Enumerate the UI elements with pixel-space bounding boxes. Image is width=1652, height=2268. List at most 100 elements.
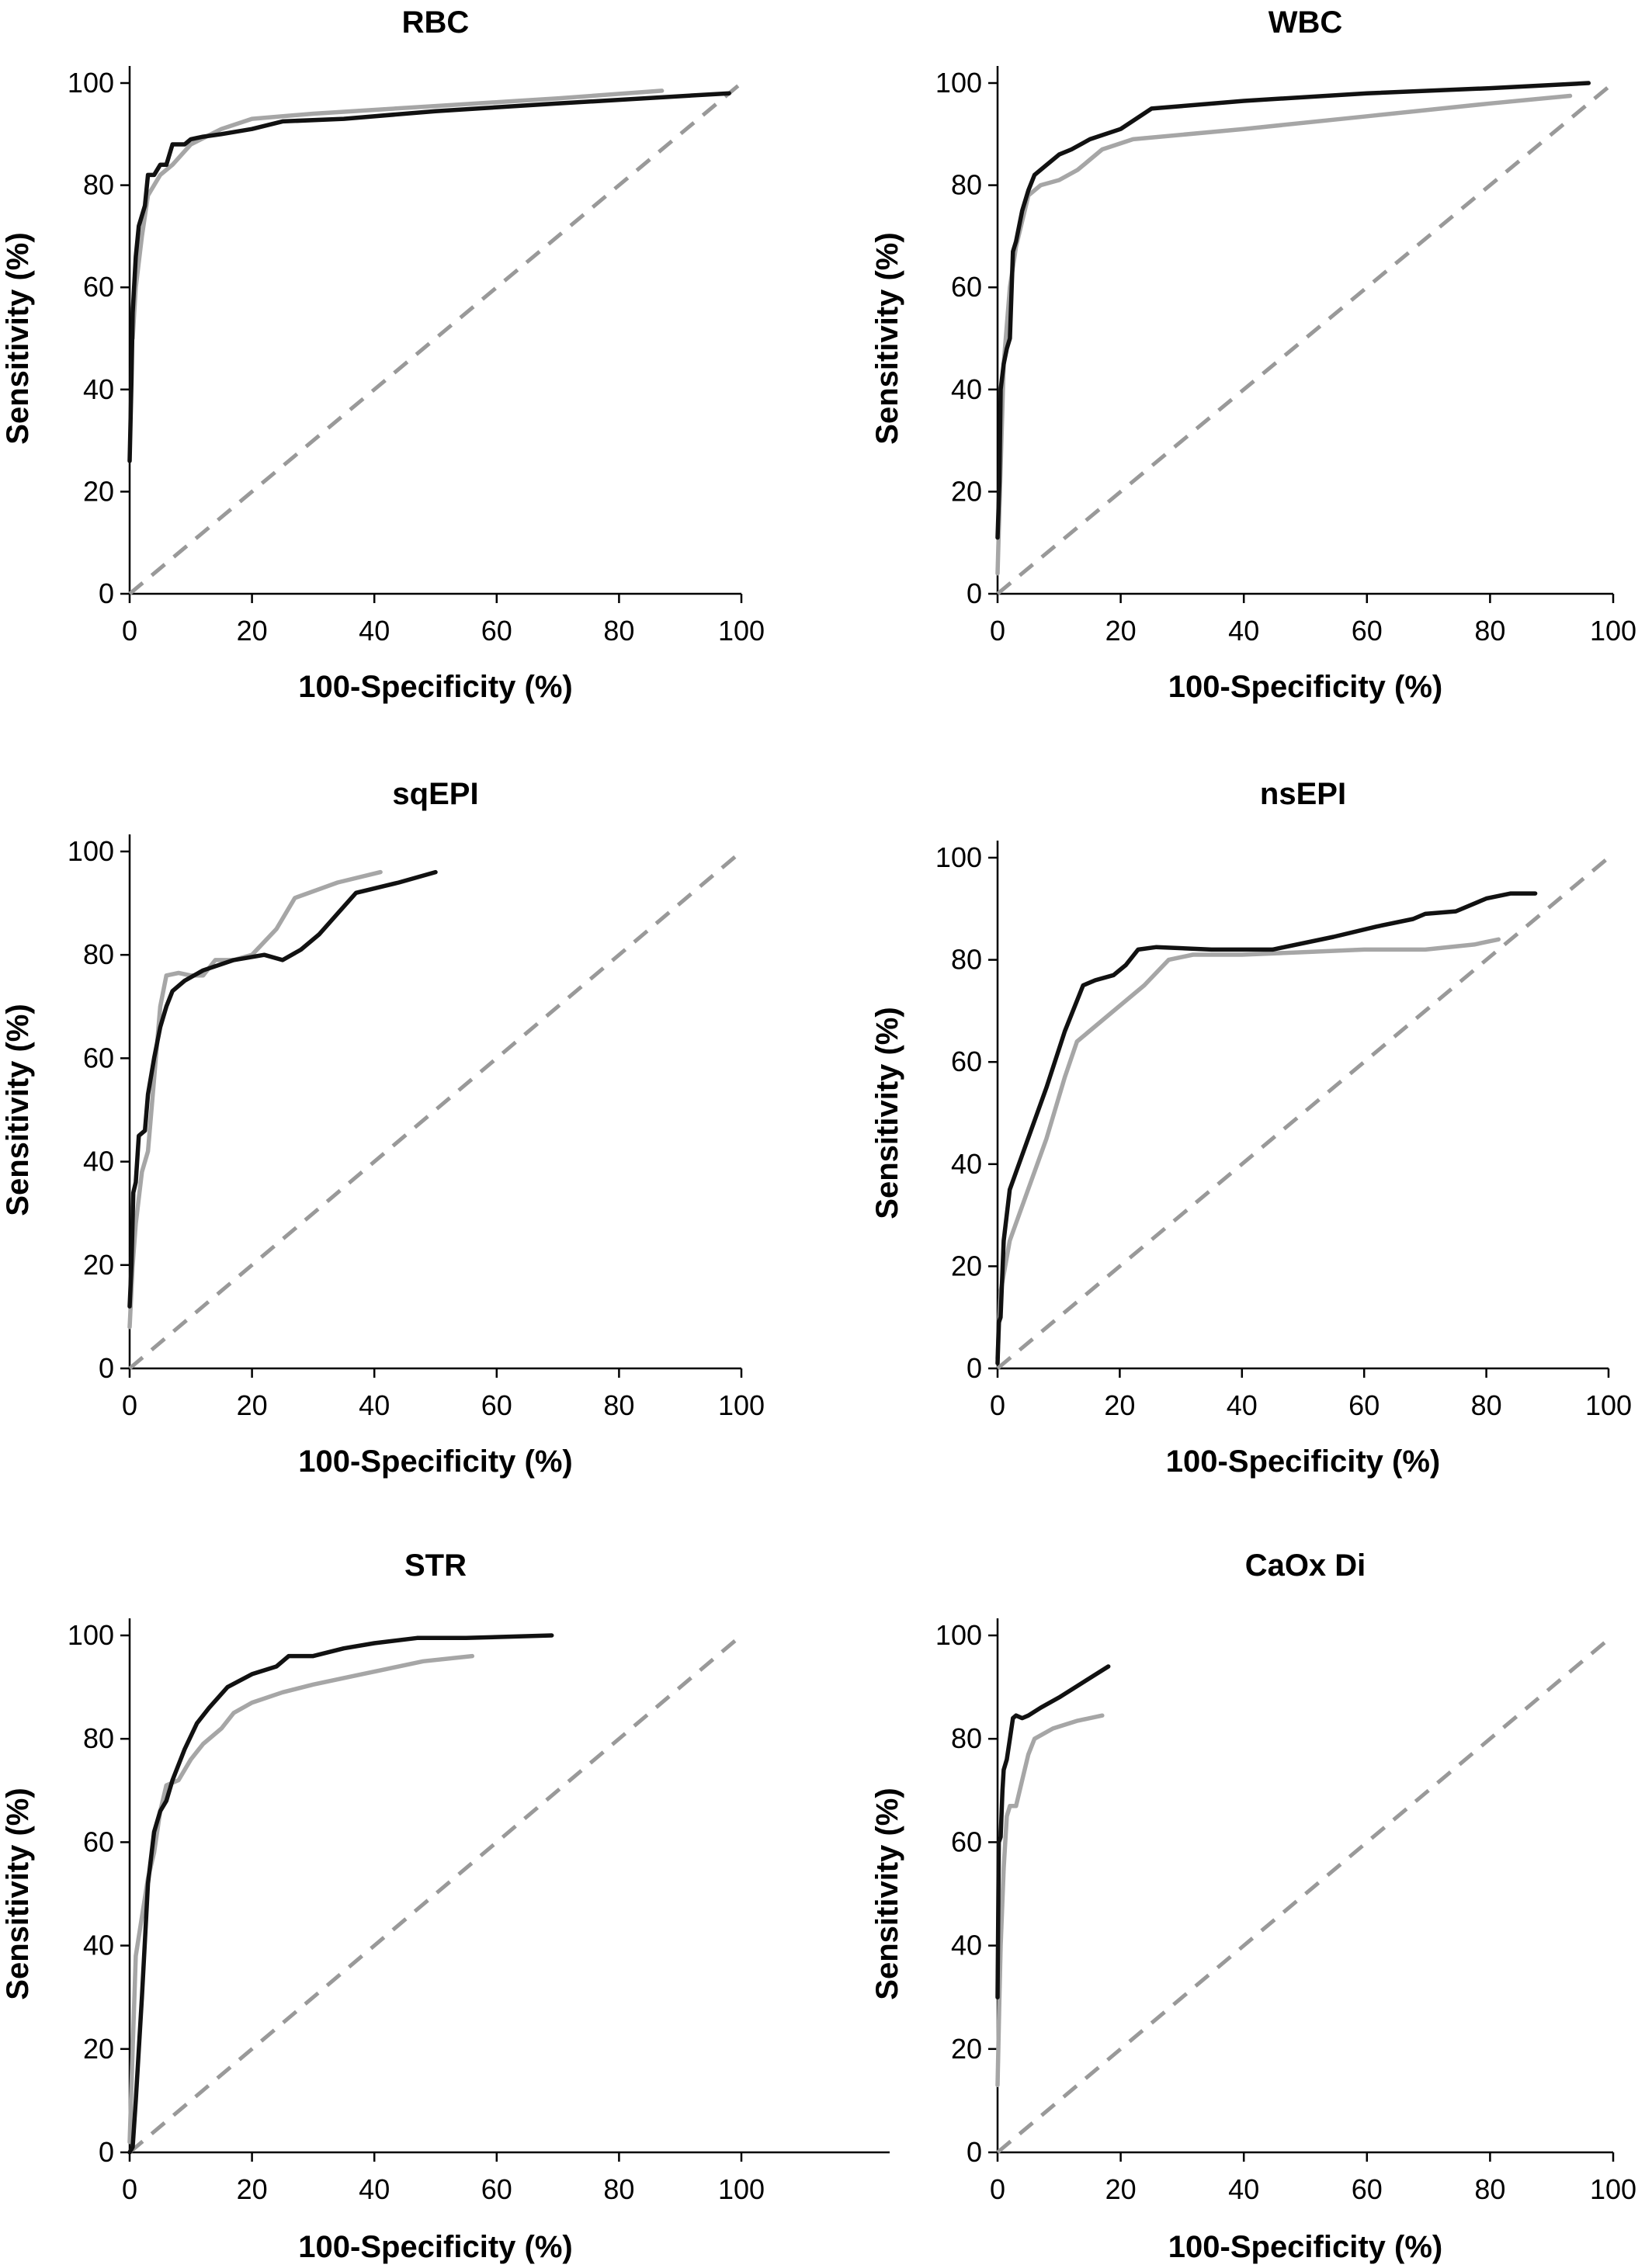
x-tick-label: 80 (603, 2173, 634, 2205)
x-tick-label: 80 (1471, 1389, 1502, 1421)
y-tick-label: 40 (83, 1146, 114, 1177)
y-axis-label: Sensitivity (%) (870, 1007, 904, 1219)
x-tick-label: 80 (603, 1389, 634, 1421)
y-tick-label: 0 (99, 2136, 114, 2168)
y-axis-label: Sensitivity (%) (1, 232, 35, 444)
x-tick-label: 80 (603, 615, 634, 647)
x-tick-label: 40 (1228, 2173, 1259, 2205)
x-tick-label: 100 (718, 1389, 765, 1421)
y-tick-label: 20 (951, 2033, 982, 2065)
y-tick-label: 0 (967, 577, 982, 609)
x-tick-label: 100 (1590, 615, 1636, 647)
y-tick-label: 60 (83, 1042, 114, 1073)
y-tick-label: 80 (951, 944, 982, 976)
x-tick-label: 20 (1104, 1389, 1135, 1421)
chart-title-rbc: RBC (402, 5, 470, 40)
x-tick-label: 20 (237, 2173, 268, 2205)
x-axis-label: 100-Specificity (%) (1168, 670, 1442, 704)
black-roc-curve (127, 1633, 554, 2155)
x-tick-label: 100 (1590, 2173, 1636, 2205)
y-tick-label: 40 (951, 1930, 982, 1961)
black-roc-curve (995, 1664, 1111, 1999)
x-axis-label: 100-Specificity (%) (298, 1444, 572, 1479)
y-axis-label: Sensitivity (%) (870, 1788, 904, 1999)
y-tick-label: 0 (967, 1352, 982, 1384)
y-tick-label: 20 (951, 475, 982, 507)
x-tick-label: 40 (1227, 1389, 1258, 1421)
reference-diagonal-line (996, 81, 1615, 595)
x-tick-label: 60 (1352, 2173, 1383, 2205)
gray-roc-curve (995, 93, 1573, 576)
chart-title-sqepi: sqEPI (392, 777, 478, 811)
gray-roc-curve (995, 937, 1501, 1361)
x-tick-label: 80 (1474, 615, 1505, 647)
chart-caox-di: CaOx Di 0 20 40 60 80 100 0 20 40 60 80 100 100-Speci… (870, 1548, 1636, 2264)
x-tick-label: 100 (718, 615, 765, 647)
gray-roc-curve (995, 1713, 1105, 2088)
x-tick-label: 40 (1228, 615, 1259, 647)
y-tick-label: 100 (68, 67, 114, 99)
y-tick-label: 80 (951, 169, 982, 201)
y-tick-label: 60 (83, 1826, 114, 1857)
y-tick-label: 40 (83, 1930, 114, 1961)
y-tick-label: 0 (967, 2136, 982, 2168)
x-tick-label: 100 (718, 2173, 765, 2205)
chart-str: STR 0 20 40 60 80 100 0 20 40 60 80 100 100-Specifici… (1, 1548, 890, 2264)
x-axis-label: 100-Specificity (%) (298, 670, 572, 704)
y-tick-label: 80 (83, 169, 114, 201)
reference-diagonal-line (128, 850, 743, 1370)
y-tick-label: 100 (68, 1619, 114, 1651)
chart-sqepi: sqEPI 0 20 40 60 80 100 0 20 40 60 80 100 100-Specifi… (1, 777, 765, 1479)
x-tick-label: 40 (359, 615, 390, 647)
x-tick-label: 60 (1348, 1389, 1380, 1421)
x-tick-label: 60 (481, 2173, 512, 2205)
x-tick-label: 20 (1105, 615, 1137, 647)
y-tick-label: 60 (951, 1046, 982, 1077)
y-tick-label: 20 (83, 1249, 114, 1281)
y-tick-label: 100 (935, 1619, 982, 1651)
y-tick-label: 60 (83, 271, 114, 303)
x-axis-label: 100-Specificity (%) (298, 2230, 572, 2264)
chart-nsepi: nsEPI 0 20 40 60 80 100 0 20 40 60 80 100 100-Specifi… (870, 777, 1632, 1479)
y-tick-label: 80 (83, 938, 114, 970)
y-tick-label: 80 (83, 1722, 114, 1754)
x-tick-label: 0 (990, 1389, 1005, 1421)
y-axis-label: Sensitivity (%) (1, 1004, 35, 1215)
y-tick-label: 100 (935, 67, 982, 99)
x-tick-label: 0 (990, 2173, 1005, 2205)
y-tick-label: 100 (68, 835, 114, 867)
x-tick-label: 40 (359, 1389, 390, 1421)
y-tick-label: 100 (935, 841, 982, 873)
y-tick-label: 40 (951, 373, 982, 405)
reference-diagonal-line (996, 856, 1610, 1370)
x-tick-label: 0 (122, 615, 137, 647)
reference-diagonal-line (128, 81, 743, 595)
y-tick-label: 60 (951, 271, 982, 303)
black-roc-curve (995, 81, 1591, 540)
black-roc-curve (127, 91, 731, 463)
y-tick-label: 20 (83, 475, 114, 507)
y-tick-label: 20 (83, 2033, 114, 2065)
chart-title-wbc: WBC (1268, 5, 1343, 40)
y-axis-label: Sensitivity (%) (1, 1788, 35, 1999)
y-tick-label: 0 (99, 577, 114, 609)
y-tick-label: 80 (951, 1722, 982, 1754)
x-tick-label: 0 (122, 2173, 137, 2205)
chart-title-caox-di: CaOx Di (1245, 1548, 1366, 1583)
x-tick-label: 60 (1352, 615, 1383, 647)
x-tick-label: 20 (237, 615, 268, 647)
x-tick-label: 0 (122, 1389, 137, 1421)
y-tick-label: 40 (951, 1148, 982, 1180)
chart-title-str: STR (404, 1548, 467, 1583)
x-tick-label: 20 (237, 1389, 268, 1421)
y-tick-label: 60 (951, 1826, 982, 1857)
black-roc-curve (127, 869, 438, 1309)
x-tick-label: 0 (990, 615, 1005, 647)
x-axis-label: 100-Specificity (%) (1168, 2230, 1442, 2264)
x-tick-label: 60 (481, 615, 512, 647)
gray-roc-curve (127, 1653, 475, 2145)
chart-title-nsepi: nsEPI (1260, 777, 1346, 811)
y-tick-label: 0 (99, 1352, 114, 1384)
reference-diagonal-line (996, 1634, 1615, 2154)
